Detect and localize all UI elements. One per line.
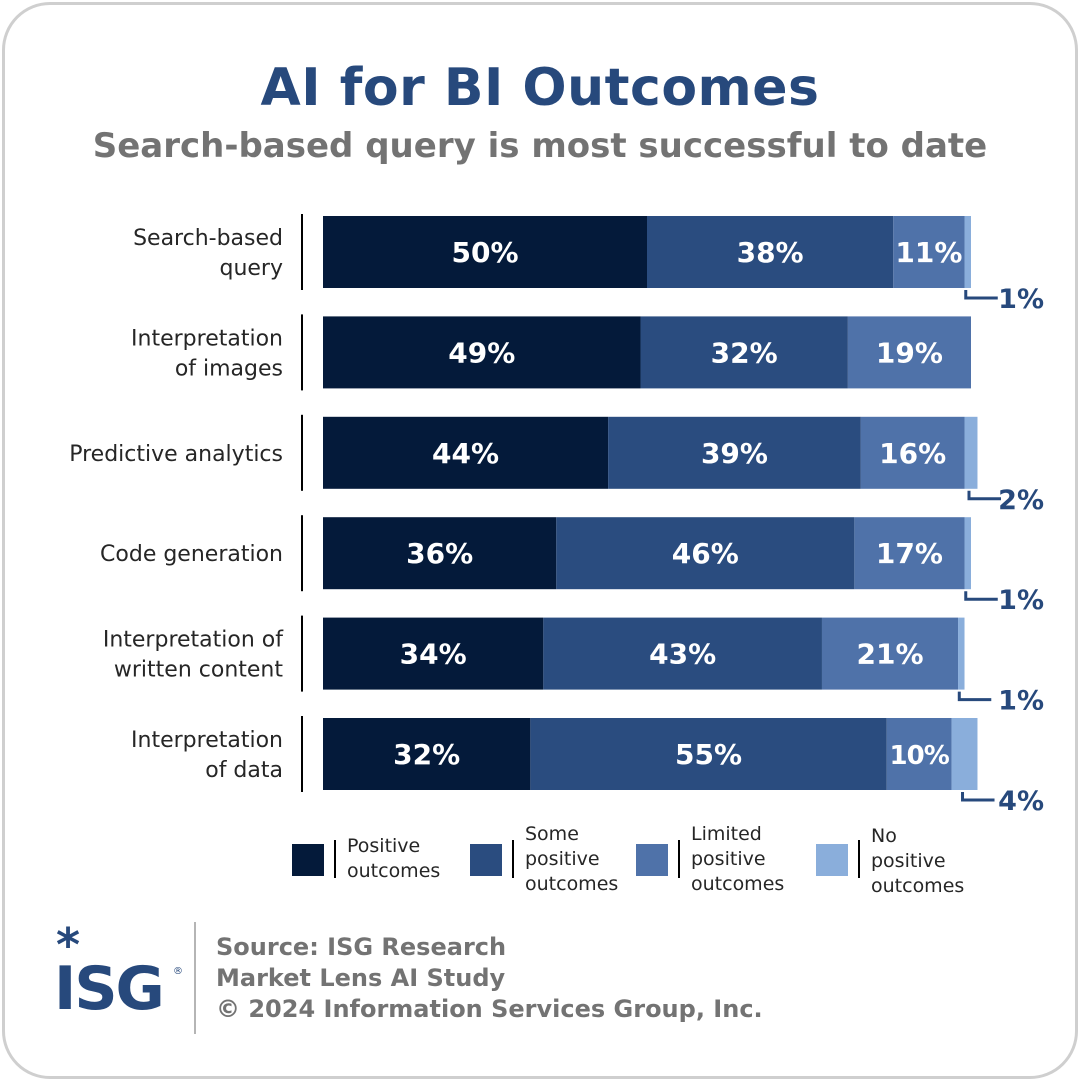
data-label: 36%	[406, 537, 473, 570]
logo-wordmark: ISG	[54, 954, 165, 1024]
data-label: 34%	[400, 638, 467, 671]
data-label: 16%	[879, 437, 946, 470]
callout-leader	[957, 691, 992, 702]
bar-segment-no-positive	[964, 517, 971, 590]
bar-segment-limited-positive	[854, 517, 965, 590]
registered-mark: ®	[173, 966, 183, 977]
data-label: 44%	[432, 437, 499, 470]
data-label: 32%	[393, 738, 460, 771]
bar-segment-positive	[323, 718, 531, 790]
category-label: Interpretation of	[103, 628, 284, 653]
callout-label: 1%	[998, 585, 1044, 616]
bar-segment-limited-positive	[893, 216, 965, 288]
category-label: Search-based	[133, 226, 283, 251]
callout-leader	[961, 792, 995, 802]
callout-label: 2%	[998, 485, 1044, 516]
category-label: Code generation	[100, 542, 283, 567]
legend-swatch-positive	[292, 844, 324, 876]
callout-label: 4%	[998, 786, 1044, 817]
bar-segment-limited-positive	[886, 718, 952, 790]
legend-divider	[678, 840, 680, 878]
data-label: 17%	[876, 537, 943, 570]
data-label: 46%	[672, 537, 739, 570]
data-label: 38%	[737, 236, 804, 269]
category-label: Interpretation	[131, 326, 283, 351]
data-label: 21%	[856, 638, 923, 671]
bar-segment-positive	[323, 617, 544, 690]
bar-segment-limited-positive	[860, 416, 965, 489]
bar-segment-some-positive	[530, 718, 887, 790]
source-credit: Source: ISG Research Market Lens AI Stud…	[216, 932, 763, 1025]
bar-segment-limited-positive	[847, 316, 971, 389]
bar-segment-positive	[323, 216, 647, 288]
data-label: 11%	[895, 236, 962, 269]
legend-divider	[334, 840, 336, 878]
legend-label-some-positive: Some positive outcomes	[525, 823, 619, 895]
legend-label-no-positive: No positive outcomes	[871, 825, 965, 897]
isg-logo: * ISG ®	[52, 918, 183, 1028]
bar-segment-limited-positive	[821, 617, 959, 690]
footer-divider	[194, 922, 196, 1034]
legend-swatch-some-positive	[470, 844, 502, 876]
data-label: 49%	[448, 336, 515, 369]
legend-swatch-no-positive	[816, 844, 848, 876]
callout-leader	[964, 591, 998, 601]
source-line-1: Source: ISG Research	[216, 933, 507, 961]
data-label: 10%	[890, 741, 950, 771]
data-label: 19%	[876, 336, 943, 369]
category-label: Interpretation	[131, 728, 283, 753]
category-label: of images	[175, 356, 283, 381]
source-line-2: Market Lens AI Study	[216, 964, 506, 992]
bar-segment-no-positive	[958, 617, 965, 690]
bar-segment-no-positive	[964, 216, 971, 288]
data-label: 39%	[701, 437, 768, 470]
callout-label: 1%	[998, 686, 1044, 717]
data-label: 50%	[451, 236, 518, 269]
bar-segment-positive	[323, 517, 557, 590]
bar-segment-no-positive	[964, 416, 978, 489]
bar-segment-positive	[323, 316, 641, 389]
legend-label-positive: Positive outcomes	[347, 835, 441, 882]
legend-divider	[858, 840, 860, 878]
source-line-3: © 2024 Information Services Group, Inc.	[216, 995, 763, 1023]
bar-segment-some-positive	[647, 216, 894, 288]
category-label: written content	[114, 658, 283, 683]
category-label: of data	[205, 758, 283, 783]
chart-title: AI for BI Outcomes	[260, 58, 820, 118]
data-label: 43%	[649, 638, 716, 671]
data-label: 32%	[711, 336, 778, 369]
bar-segment-no-positive	[951, 718, 978, 790]
bar-segment-some-positive	[608, 416, 861, 489]
bar-segment-positive	[323, 416, 609, 489]
bar-segment-some-positive	[543, 617, 822, 690]
data-label: 55%	[675, 738, 742, 771]
logo-star-icon: *	[56, 918, 81, 972]
category-label: Predictive analytics	[69, 442, 283, 467]
category-label: query	[219, 256, 283, 281]
bar-segment-some-positive	[640, 316, 848, 389]
callout-leader	[967, 490, 1001, 501]
bar-segment-some-positive	[556, 517, 855, 590]
legend-divider	[512, 840, 514, 878]
callout-label: 1%	[998, 284, 1044, 315]
callout-leader	[964, 290, 998, 300]
legend-label-limited-positive: Limited positive outcomes	[691, 823, 785, 895]
legend-swatch-limited-positive	[636, 844, 668, 876]
chart-subtitle: Search-based query is most successful to…	[92, 126, 988, 166]
